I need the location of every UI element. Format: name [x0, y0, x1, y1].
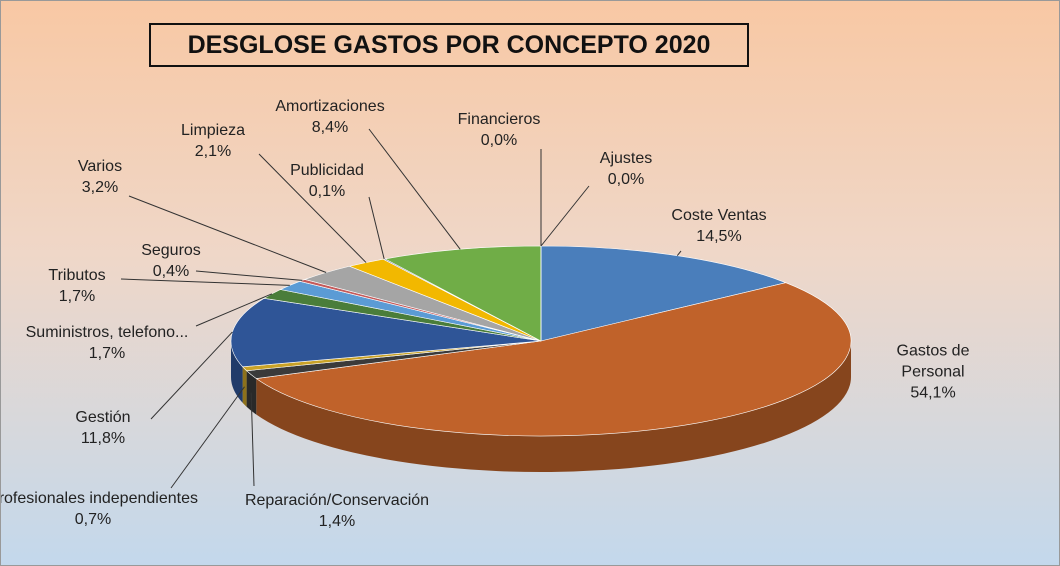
category-label: Tributos [48, 267, 106, 284]
category-label: Varios [77, 158, 123, 175]
slice-side [256, 341, 851, 472]
data-label: Ajustes 0,0% [600, 148, 652, 190]
data-label: Reparación/Conservación 1,4% [237, 490, 437, 532]
value-label: 0,0% [480, 132, 518, 149]
value-label: 3,2% [81, 179, 119, 196]
value-label: 11,8% [80, 430, 126, 447]
category-label: Coste Ventas [671, 207, 767, 224]
category-label: Profesionales independientes [0, 490, 198, 507]
leader-line [368, 128, 461, 250]
data-label: Tributos 1,7% [48, 265, 105, 307]
value-label: 14,5% [696, 228, 742, 245]
data-label: Coste Ventas 14,5% [671, 205, 766, 247]
value-label: 0,0% [607, 171, 645, 188]
data-label: Gestión 11,8% [75, 407, 130, 449]
data-label: Varios 3,2% [78, 156, 122, 198]
slice-side [231, 341, 243, 403]
leader-line [150, 331, 233, 420]
value-label: 1,4% [318, 513, 356, 530]
value-label: 0,4% [152, 263, 190, 280]
data-label: Financieros 0,0% [458, 109, 541, 151]
data-label: Suministros, telefono... 1,7% [22, 322, 192, 364]
leader-line [170, 386, 245, 489]
value-label: 1,7% [88, 345, 126, 362]
data-label: Profesionales independientes 0,7% [0, 488, 198, 530]
value-label: 0,1% [308, 183, 346, 200]
value-label: 0,7% [74, 511, 112, 528]
category-label: Financieros [457, 111, 541, 128]
leader-line [676, 250, 682, 256]
leader-line [540, 185, 590, 247]
value-label: 8,4% [311, 119, 349, 136]
leader-line [258, 153, 367, 263]
chart-title: DESGLOSE GASTOS POR CONCEPTO 2020 [149, 23, 749, 67]
slice-side [246, 370, 257, 415]
value-label: 2,1% [194, 143, 232, 160]
category-label: Amortizaciones [275, 98, 385, 115]
category-label: Publicidad [290, 162, 364, 179]
leader-line [195, 293, 273, 327]
leader-line [128, 195, 327, 273]
category-label: Gestión [75, 409, 131, 426]
data-label: Amortizaciones 8,4% [275, 96, 384, 138]
category-label: Reparación/Conservación [244, 492, 430, 509]
leader-line [368, 196, 385, 260]
slice-side [242, 366, 247, 407]
data-label: Gastos de Personal 54,1% [870, 341, 996, 404]
category-label: Ajustes [599, 150, 653, 167]
value-label: 54,1% [910, 384, 956, 402]
data-label: Publicidad 0,1% [290, 160, 364, 202]
leader-line [120, 278, 290, 286]
data-label: Limpieza 2,1% [181, 120, 245, 162]
slice [255, 282, 852, 437]
category-label: Gastos de Personal [896, 342, 970, 381]
leader-line [195, 270, 303, 281]
value-label: 1,7% [58, 288, 96, 305]
category-label: Suministros, telefono... [25, 324, 189, 341]
slice [540, 245, 787, 342]
category-label: Seguros [141, 242, 201, 259]
data-label: Seguros 0,4% [141, 240, 201, 282]
leader-line [250, 392, 255, 487]
category-label: Limpieza [180, 122, 246, 139]
